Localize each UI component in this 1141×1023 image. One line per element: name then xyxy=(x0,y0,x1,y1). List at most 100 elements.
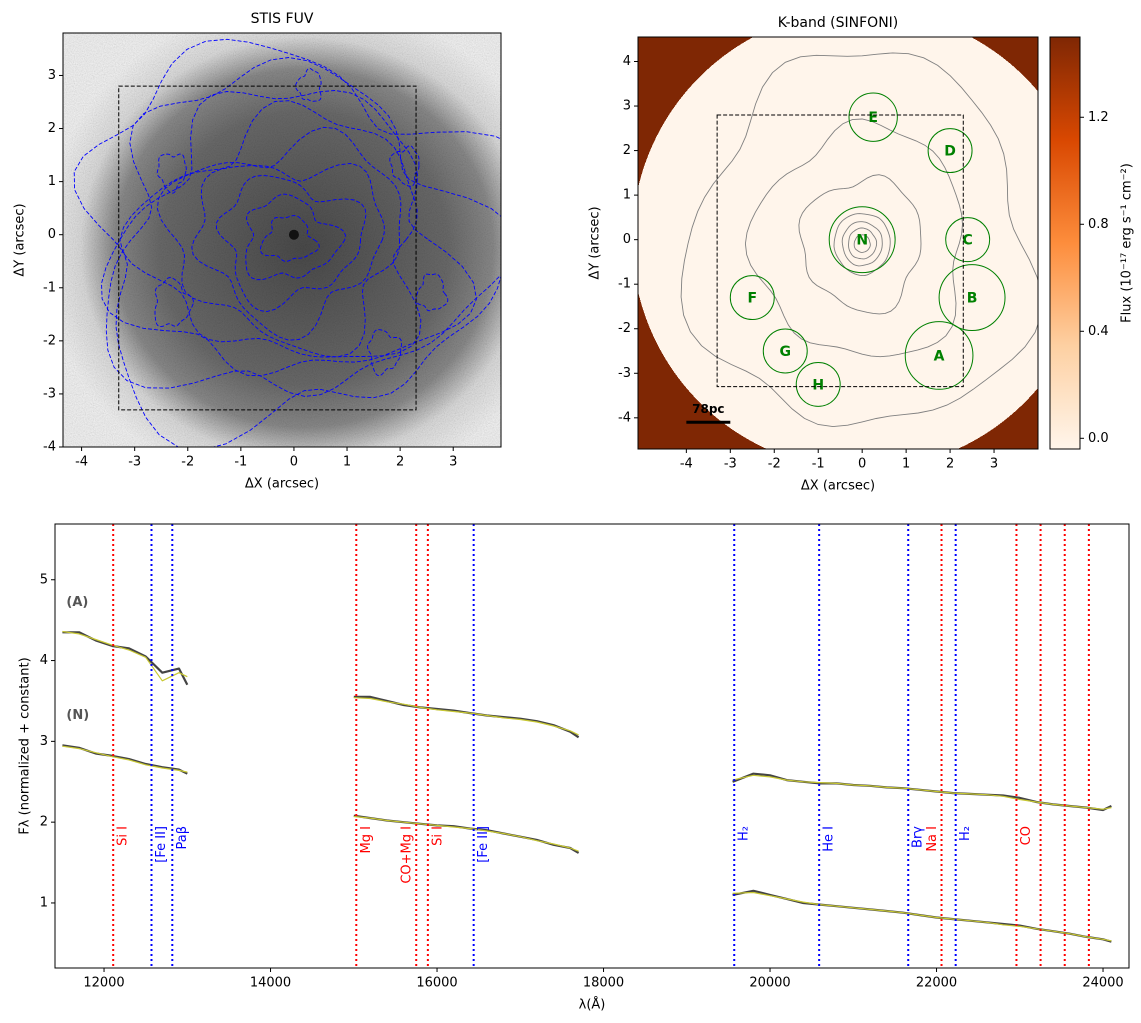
y-tick-label: 3 xyxy=(40,734,48,749)
y-tick-label: 5 xyxy=(40,572,48,587)
x-tick-label: 1 xyxy=(902,457,910,472)
region xyxy=(848,92,898,142)
axes-frame xyxy=(54,523,1130,969)
contour xyxy=(105,57,501,397)
x-tick-label: 14000 xyxy=(250,976,291,991)
colorbar-tick-label: 0.4 xyxy=(1088,324,1109,339)
contour xyxy=(367,329,403,377)
x-tick-label: -4 xyxy=(75,455,88,470)
image-noise xyxy=(63,33,501,447)
x-tick-label: 2 xyxy=(946,457,954,472)
y-tick-label: -2 xyxy=(43,333,56,348)
plot-area xyxy=(63,33,501,447)
x-tick-label: -2 xyxy=(768,457,781,472)
contour xyxy=(245,193,346,281)
y-tick-label: -4 xyxy=(618,410,631,425)
spectral-line-label: Si I xyxy=(430,826,445,846)
y-tick-label: -3 xyxy=(43,386,56,401)
y-tick-label: 2 xyxy=(623,143,631,158)
contour xyxy=(101,90,477,377)
spectrum-label: (N) xyxy=(66,708,89,723)
spectral-line-label: Na I xyxy=(925,826,940,852)
spectral-line-label: H₂ xyxy=(737,826,752,841)
x-tick-label: 16000 xyxy=(416,976,457,991)
nucleus xyxy=(288,229,299,240)
y-tick-label: 1 xyxy=(40,895,48,910)
y-tick-label: 4 xyxy=(623,54,631,69)
x-tick-label: -3 xyxy=(128,455,141,470)
spectral-line-label: CO+Mg I xyxy=(400,826,415,884)
scale-bar-label: 78pc xyxy=(692,402,724,416)
plot-area xyxy=(638,37,1038,449)
spectral-line-label: Si I xyxy=(116,826,131,846)
x-tick-label: 22000 xyxy=(916,976,957,991)
y-tick-label: -4 xyxy=(43,440,56,455)
region xyxy=(927,128,973,174)
contour xyxy=(119,100,422,358)
contour xyxy=(156,126,402,358)
spectral-line-label: H₂ xyxy=(958,826,973,841)
spectral-line-label: Paβ xyxy=(175,826,190,850)
axes-frame xyxy=(637,36,1039,450)
x-tick-label: -3 xyxy=(724,457,737,472)
y-tick-label: 4 xyxy=(40,653,48,668)
x-tick-label: 12000 xyxy=(83,976,124,991)
spectral-line-label: Brγ xyxy=(911,826,926,848)
y-tick-label: 3 xyxy=(48,68,56,83)
contour xyxy=(259,215,320,262)
contour xyxy=(415,273,449,312)
region-label: C xyxy=(963,233,973,249)
region xyxy=(729,275,775,321)
spectrum-label: (A) xyxy=(66,595,88,610)
region-label: H xyxy=(812,377,824,393)
region xyxy=(904,321,974,390)
contour xyxy=(848,227,878,260)
y-axis-label: Fλ (normalized + constant) xyxy=(18,657,33,834)
colorbar-tick-label: 0.8 xyxy=(1088,217,1109,232)
x-tick-label: 20000 xyxy=(749,976,790,991)
contour xyxy=(216,175,367,313)
x-axis-label: λ(Å) xyxy=(579,997,606,1013)
y-tick-label: -3 xyxy=(618,366,631,381)
contour xyxy=(295,67,322,102)
x-tick-label: 0 xyxy=(858,457,866,472)
region-box xyxy=(118,85,417,411)
y-tick-label: 0 xyxy=(48,227,56,242)
spectral-line-label: [Fe II] xyxy=(476,826,491,863)
region-label: F xyxy=(747,291,757,307)
x-tick-label: -1 xyxy=(234,455,247,470)
region xyxy=(762,328,808,374)
x-tick-label: 3 xyxy=(449,455,457,470)
x-tick-label: -4 xyxy=(680,457,693,472)
region-label: G xyxy=(780,344,792,360)
x-tick-label: 18000 xyxy=(583,976,624,991)
contour xyxy=(841,221,883,267)
contour xyxy=(156,153,187,194)
region-label: D xyxy=(944,144,956,160)
spectral-line-label: [Fe II] xyxy=(154,826,169,863)
contour xyxy=(154,277,194,328)
x-tick-label: -2 xyxy=(181,455,194,470)
y-tick-label: 2 xyxy=(40,815,48,830)
region xyxy=(795,361,841,407)
contour xyxy=(744,118,963,358)
contour xyxy=(389,145,420,187)
region xyxy=(938,264,1006,332)
x-tick-label: 2 xyxy=(396,455,404,470)
region-label: N xyxy=(856,233,868,249)
region-box xyxy=(716,114,964,388)
spectrum-line xyxy=(62,630,1112,810)
chart-title: K-band (SINFONI) xyxy=(778,15,899,31)
y-axis-label: ΔY (arcsec) xyxy=(588,206,603,279)
y-tick-label: 2 xyxy=(48,121,56,136)
region xyxy=(828,206,896,274)
y-tick-label: 3 xyxy=(623,99,631,114)
x-tick-label: 24000 xyxy=(1082,976,1123,991)
y-tick-label: -1 xyxy=(618,277,631,292)
spectrum-line xyxy=(62,745,1112,942)
x-tick-label: 0 xyxy=(290,455,298,470)
contour xyxy=(73,38,501,447)
contour xyxy=(798,174,922,315)
contour xyxy=(853,234,871,253)
